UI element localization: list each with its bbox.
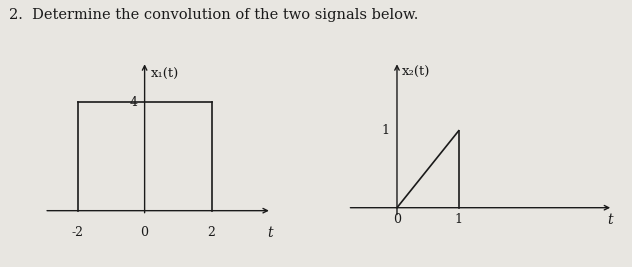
Text: 2: 2 (207, 226, 216, 239)
Text: t: t (267, 226, 273, 239)
Text: 1: 1 (454, 213, 463, 226)
Text: 2.  Determine the convolution of the two signals below.: 2. Determine the convolution of the two … (9, 8, 419, 22)
Text: 0: 0 (140, 226, 149, 239)
Text: t: t (607, 213, 613, 227)
Text: 1: 1 (382, 124, 389, 137)
Text: x₂(t): x₂(t) (402, 66, 430, 79)
Text: 0: 0 (393, 213, 401, 226)
Text: 4: 4 (130, 96, 138, 109)
Text: -2: -2 (71, 226, 83, 239)
Text: x₁(t): x₁(t) (150, 68, 179, 81)
